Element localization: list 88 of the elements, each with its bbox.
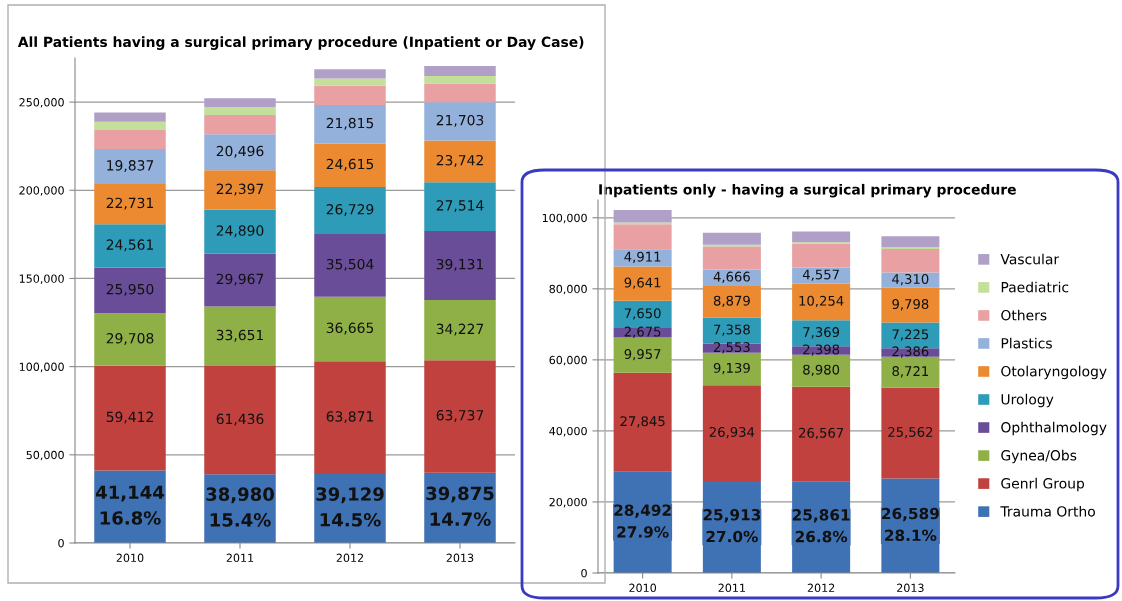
data-label: 7,650 (624, 308, 661, 320)
data-label: 39,131 (436, 258, 484, 271)
legend-label: Paediatric (1001, 281, 1069, 293)
y-tick-label: 50,000 (26, 450, 64, 461)
data-label: 35,504 (326, 258, 374, 271)
x-tick-label: 2011 (718, 583, 745, 593)
data-label: 8,980 (803, 364, 840, 376)
data-label: 26,729 (326, 204, 374, 216)
data-label: 2,398 (803, 344, 840, 356)
y-tick-label: 100,000 (19, 362, 64, 373)
data-label: 38,980 15.4% (206, 487, 274, 527)
legend-label: Gynea/Obs (1001, 449, 1077, 464)
data-label: 21,703 (436, 114, 484, 127)
data-label: 59,412 (106, 411, 153, 424)
data-label: 2,675 (624, 326, 661, 338)
data-label: 25,861 26.8% (792, 509, 850, 543)
data-label: 36,665 (326, 322, 374, 335)
data-label: 7,358 (714, 324, 750, 336)
data-label: 24,615 (326, 158, 374, 171)
data-label: 25,562 (888, 426, 933, 439)
data-label: 24,561 (106, 239, 154, 252)
legend-label: Genrl Group (1001, 477, 1085, 492)
data-label: 4,310 (892, 274, 929, 286)
legend-label: Urology (1001, 393, 1054, 408)
data-label: 2,386 (892, 346, 929, 358)
y-tick-label: 150,000 (19, 274, 64, 284)
x-tick-label: 2013 (897, 583, 924, 593)
data-label: 4,666 (713, 271, 750, 283)
data-label: 63,871 (326, 411, 374, 424)
data-label: 9,139 (713, 362, 750, 375)
chart-title: Inpatients only - having a surgical primary procedure (599, 183, 1016, 198)
data-label: 19,837 (107, 160, 154, 173)
data-label: 7,225 (892, 329, 929, 341)
legend-label: Vascular (1000, 253, 1060, 265)
data-label: 61,436 (216, 413, 264, 426)
data-label: 7,369 (803, 327, 840, 339)
data-label: 22,397 (216, 183, 264, 196)
data-label: 8,721 (892, 366, 929, 378)
data-label: 26,934 (709, 426, 755, 439)
x-tick-label: 2012 (336, 553, 364, 563)
data-label: 33,651 (216, 329, 264, 342)
x-tick-label: 2012 (807, 583, 835, 593)
data-label: 24,890 (216, 225, 264, 238)
data-label: 23,742 (436, 154, 483, 167)
y-tick-label: 0 (581, 568, 587, 578)
data-label: 29,708 (106, 332, 154, 345)
data-label: 63,737 (436, 409, 484, 422)
data-label: 8,879 (713, 295, 750, 307)
data-label: 2,553 (713, 342, 750, 354)
legend-label: Ophthalmology (1001, 421, 1107, 436)
data-label: 34,227 (436, 323, 484, 336)
data-label: 9,798 (892, 299, 929, 311)
data-label: 21,815 (326, 117, 374, 130)
data-label: 25,913 27.0% (703, 508, 761, 543)
data-label: 41,144 16.8% (95, 485, 165, 525)
data-label: 25,950 (106, 283, 154, 296)
data-label: 27,845 (620, 416, 665, 428)
y-tick-label: 80,000 (549, 284, 587, 295)
x-tick-label: 2010 (116, 553, 144, 563)
legend-label: Trauma Ortho (1000, 505, 1095, 517)
data-label: 9,957 (624, 349, 661, 361)
data-label: 4,557 (802, 269, 839, 281)
x-tick-label: 2010 (629, 583, 657, 593)
data-label: 22,731 (106, 197, 154, 210)
data-label: 26,567 (799, 427, 844, 440)
data-label: 39,129 14.5% (316, 487, 384, 527)
y-tick-label: 0 (58, 538, 64, 548)
data-label: 10,254 (799, 295, 844, 308)
y-tick-label: 250,000 (19, 98, 64, 108)
x-tick-label: 2013 (446, 553, 474, 563)
data-label: 26,589 28.1% (882, 507, 939, 542)
legend-label: Otolaryngology (1001, 365, 1107, 380)
data-label: 9,641 (624, 277, 661, 289)
data-label: 28,492 27.9% (614, 504, 671, 538)
y-tick-label: 200,000 (19, 186, 64, 196)
data-label: 27,514 (436, 200, 484, 213)
legend-label: Plastics (1001, 337, 1052, 349)
data-label: 20,496 (216, 145, 264, 158)
chart-title: All Patients having a surgical primary procedure (Inpatient or Day Case) (17, 36, 584, 50)
legend-label: Others (1001, 309, 1047, 321)
data-label: 4,911 (624, 251, 661, 264)
x-tick-label: 2011 (226, 553, 254, 563)
data-label: 39,875 14.7% (426, 486, 494, 526)
y-tick-label: 20,000 (549, 497, 587, 508)
data-label: 29,967 (216, 273, 264, 286)
y-tick-label: 100,000 (542, 213, 587, 224)
y-tick-label: 40,000 (549, 426, 587, 437)
y-tick-label: 60,000 (549, 355, 587, 366)
